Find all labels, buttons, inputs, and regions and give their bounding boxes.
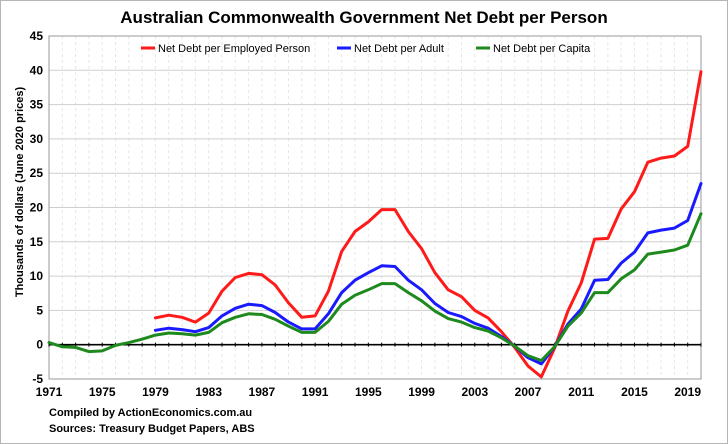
x-tick-label: 2015	[621, 385, 648, 399]
x-tick-label: 1995	[355, 385, 382, 399]
x-tick-label: 1971	[36, 385, 63, 399]
footer-sources: Sources: Treasury Budget Papers, ABS	[49, 423, 255, 435]
series-line-3	[47, 212, 703, 362]
x-tick-label: 1991	[302, 385, 329, 399]
x-tick-label: 2007	[515, 385, 542, 399]
x-tick-label: 1975	[89, 385, 116, 399]
axes	[48, 35, 702, 380]
series-line-2	[153, 182, 703, 366]
series-lines	[47, 70, 703, 379]
y-axis-label: Thousands of dollars (June 2020 prices)	[14, 87, 26, 298]
legend-label-3: Net Debt per Capita	[493, 43, 591, 55]
y-tick-label: 10	[30, 269, 44, 283]
y-tick-label: 40	[30, 63, 44, 77]
legend: Net Debt per Employed Person Net Debt per…	[141, 43, 591, 55]
plot-border	[48, 35, 702, 380]
y-tick-label: 35	[30, 98, 44, 112]
x-tick-labels: 1971 1975 1979 1983 1987 1991 1995 1999 2003 2007…	[36, 385, 702, 399]
y-tick-label: 30	[30, 132, 44, 146]
footer-compiled: Compiled by ActionEconomics.com.au	[49, 407, 252, 419]
y-tick-labels: -5 0 5 10 15 20 25 30 35 40 45	[30, 29, 44, 386]
series-line-1	[153, 70, 703, 379]
x-tick-label: 1987	[249, 385, 276, 399]
x-tick-label: 2019	[674, 385, 701, 399]
y-tick-label: -5	[32, 372, 43, 386]
grid-lines	[48, 35, 702, 380]
chart-title: Australian Commonwealth Government Net D…	[120, 8, 607, 27]
y-tick-label: 5	[36, 303, 43, 317]
y-tick-label: 0	[36, 338, 43, 352]
x-tick-label: 1983	[195, 385, 222, 399]
y-tick-label: 25	[30, 166, 44, 180]
y-tick-label: 20	[30, 201, 44, 215]
x-tick-label: 1999	[408, 385, 435, 399]
x-tick-label: 2011	[568, 385, 594, 399]
y-tick-label: 45	[30, 29, 44, 43]
legend-label-2: Net Debt per Adult	[354, 43, 444, 55]
legend-label-1: Net Debt per Employed Person	[158, 43, 310, 55]
x-tick-label: 1979	[142, 385, 169, 399]
y-tick-label: 15	[30, 235, 44, 249]
x-tick-label: 2003	[461, 385, 488, 399]
